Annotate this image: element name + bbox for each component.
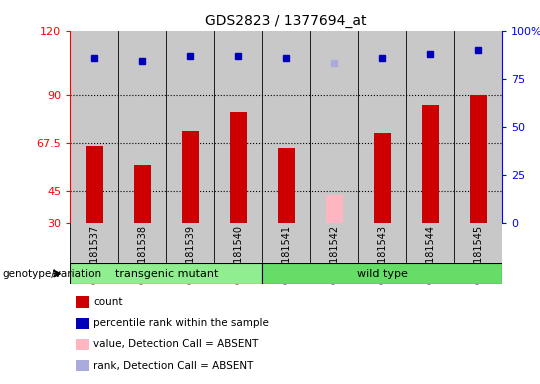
Text: wild type: wild type	[357, 268, 408, 279]
Bar	[182, 131, 199, 223]
Bar	[406, 31, 454, 223]
Bar	[310, 31, 358, 223]
Bar	[70, 263, 262, 284]
Bar	[310, 223, 358, 273]
Text: genotype/variation: genotype/variation	[3, 268, 102, 279]
Text: GSM181540: GSM181540	[233, 225, 243, 284]
Text: percentile rank within the sample: percentile rank within the sample	[93, 318, 269, 328]
Text: GSM181544: GSM181544	[425, 225, 435, 284]
Bar	[86, 146, 103, 223]
Bar	[262, 263, 502, 284]
Text: value, Detection Call = ABSENT: value, Detection Call = ABSENT	[93, 339, 258, 349]
Bar	[134, 165, 151, 223]
Bar	[214, 31, 262, 223]
Text: GSM181543: GSM181543	[377, 225, 387, 284]
Text: GSM181539: GSM181539	[185, 225, 195, 284]
Bar	[454, 31, 502, 223]
Bar	[118, 31, 166, 223]
Text: GSM181538: GSM181538	[137, 225, 147, 284]
Text: GSM181541: GSM181541	[281, 225, 291, 284]
Bar	[278, 148, 295, 223]
Bar	[470, 95, 487, 223]
Text: count: count	[93, 297, 123, 307]
Bar	[166, 223, 214, 273]
Bar	[70, 31, 118, 223]
Bar	[422, 105, 438, 223]
Title: GDS2823 / 1377694_at: GDS2823 / 1377694_at	[205, 14, 367, 28]
Bar	[454, 223, 502, 273]
Text: transgenic mutant: transgenic mutant	[114, 268, 218, 279]
Bar	[358, 223, 406, 273]
Bar	[230, 112, 247, 223]
Bar	[118, 223, 166, 273]
Bar	[358, 31, 406, 223]
Bar	[406, 223, 454, 273]
Bar	[262, 223, 310, 273]
Bar	[70, 223, 118, 273]
Text: GSM181545: GSM181545	[473, 225, 483, 284]
Bar	[166, 31, 214, 223]
Bar	[326, 195, 342, 223]
Text: rank, Detection Call = ABSENT: rank, Detection Call = ABSENT	[93, 361, 253, 371]
Text: GSM181537: GSM181537	[89, 225, 99, 284]
Text: GSM181542: GSM181542	[329, 225, 339, 284]
Bar	[214, 223, 262, 273]
Bar	[262, 31, 310, 223]
Bar	[374, 133, 390, 223]
